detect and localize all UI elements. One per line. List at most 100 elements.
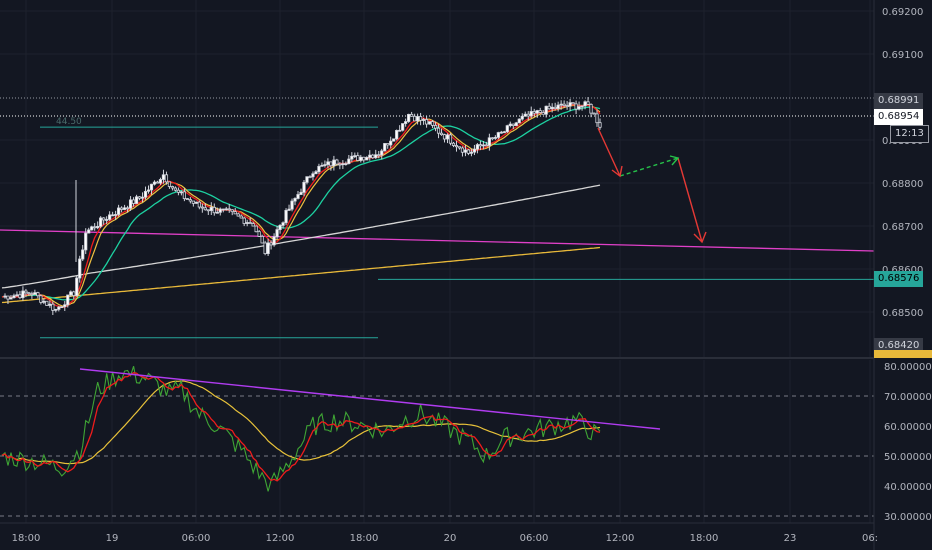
candle (571, 102, 575, 105)
candle (114, 214, 118, 216)
candle (514, 122, 518, 127)
candle (75, 277, 79, 296)
candle (224, 208, 228, 211)
candle (164, 174, 169, 183)
candle (260, 235, 264, 244)
candle (341, 163, 345, 166)
time-tick-label: 20 (444, 533, 457, 544)
candle (287, 208, 291, 211)
candle (580, 105, 584, 108)
candle (117, 207, 121, 215)
arrow-head (669, 155, 680, 166)
oscillator-signal-line (1, 380, 601, 465)
candle (51, 303, 55, 311)
candle (395, 130, 399, 140)
price-pane[interactable] (0, 97, 875, 339)
candle (143, 190, 148, 198)
price-tick-label: 0.68800 (882, 179, 923, 190)
candle (314, 171, 318, 175)
candle (442, 134, 447, 140)
candle (556, 104, 560, 109)
candle (158, 179, 163, 184)
candle (523, 113, 527, 117)
price-tick-label: 0.68500 (882, 308, 923, 319)
candle (185, 198, 189, 201)
candle (448, 134, 453, 144)
candle (469, 151, 474, 154)
projection-arrow[interactable] (597, 127, 621, 177)
candle (149, 183, 154, 191)
ma-mid-line (1, 106, 601, 301)
candle (281, 222, 285, 226)
price-tag: 0.68954 (874, 108, 924, 125)
candle (356, 155, 360, 161)
candle (57, 306, 61, 310)
candle (302, 181, 306, 193)
candle (269, 242, 273, 246)
candle (125, 207, 130, 210)
candle (532, 111, 536, 114)
price-tag: 0.68576 (874, 271, 924, 288)
candle (215, 211, 219, 214)
candle (389, 140, 393, 146)
candle (3, 295, 7, 298)
price-tag: 12:13 (890, 124, 929, 143)
candle (338, 163, 342, 166)
time-axis[interactable]: 18:00 19 06:00 12:00 18:00 20 06:00 12:00 18:00 2… (12, 533, 878, 544)
oscillator-pane[interactable] (0, 366, 874, 517)
candle (490, 137, 494, 140)
candle (284, 209, 288, 224)
candle (362, 156, 366, 161)
candle (72, 291, 76, 296)
arrow-head (611, 165, 623, 178)
candle (407, 113, 411, 122)
candle (167, 181, 172, 187)
candle (140, 196, 145, 199)
candle (42, 300, 46, 303)
candle (93, 226, 97, 229)
candle (81, 249, 85, 260)
candle (496, 132, 500, 138)
candle (200, 206, 204, 209)
oscillator-trend-line[interactable] (79, 368, 661, 430)
candle (30, 293, 34, 296)
candle (386, 143, 390, 146)
oscillator-axis[interactable]: 80.00000 70.00000 60.00000 50.00000 40.00000… (884, 362, 932, 523)
candle (380, 150, 384, 156)
candle (383, 143, 387, 152)
candle (418, 116, 423, 121)
candle (401, 123, 405, 131)
candle (194, 201, 198, 204)
candle (475, 144, 480, 150)
candle (311, 173, 315, 178)
candle (433, 125, 438, 129)
candle (122, 207, 127, 210)
oscillator-tick-label: 50.00000 (884, 452, 932, 463)
candle (33, 292, 37, 295)
price-tick-label: 0.68700 (882, 222, 923, 233)
oscillator-main-line (1, 372, 601, 482)
indicator-value-label: 44.50 (56, 117, 82, 127)
candle (317, 165, 321, 173)
candle (36, 292, 40, 297)
candle (451, 142, 456, 146)
candle (182, 191, 186, 199)
candle (586, 101, 590, 105)
oscillator-tick-label: 40.00000 (884, 482, 932, 493)
candle (439, 132, 444, 136)
candle (24, 290, 28, 294)
candle (296, 194, 300, 199)
projection-arrow[interactable] (677, 157, 703, 243)
candle (84, 232, 88, 251)
candle (45, 300, 49, 306)
projection-arrow[interactable] (619, 157, 679, 177)
time-tick-label: 18:00 (690, 533, 719, 544)
magenta-trend-line[interactable] (0, 229, 875, 252)
candle (60, 306, 64, 309)
candle (233, 211, 237, 215)
time-tick-label: 12:00 (606, 533, 635, 544)
candle (251, 223, 255, 227)
candle (239, 215, 243, 219)
candle (416, 116, 420, 122)
